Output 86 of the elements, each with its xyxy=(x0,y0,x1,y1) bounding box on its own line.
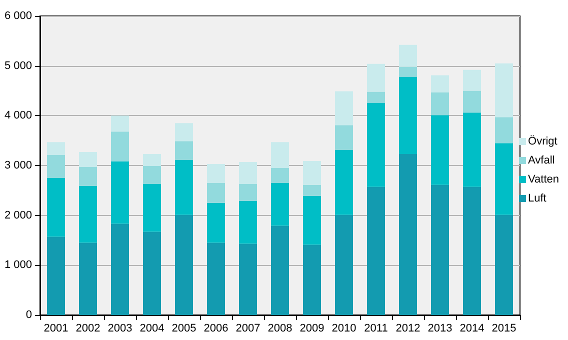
bar xyxy=(303,161,321,185)
bar xyxy=(175,214,193,315)
bar xyxy=(207,202,225,243)
bar xyxy=(367,64,385,92)
bar xyxy=(239,162,257,184)
bar xyxy=(271,168,289,183)
bar xyxy=(463,112,481,187)
bar xyxy=(367,102,385,187)
legend-label: Vatten xyxy=(528,174,560,186)
bar xyxy=(431,75,449,92)
bar xyxy=(271,226,289,315)
x-tick-label: 2008 xyxy=(268,322,292,334)
y-tick-label: 2 000 xyxy=(4,209,32,222)
y-tick-label: 0 xyxy=(26,309,32,321)
bar xyxy=(399,154,417,315)
bar xyxy=(495,63,513,118)
bar xyxy=(143,184,161,232)
bar xyxy=(111,132,129,162)
x-tick-label: 2005 xyxy=(172,322,196,334)
bar xyxy=(175,160,193,215)
x-tick-label: 2004 xyxy=(140,322,164,334)
x-tick-label: 2012 xyxy=(396,322,420,334)
bar xyxy=(79,166,97,186)
bar xyxy=(463,186,481,315)
bar xyxy=(495,143,513,215)
bar xyxy=(271,182,289,226)
bar xyxy=(463,70,481,91)
bar xyxy=(47,142,65,156)
x-tick-label: 2003 xyxy=(108,322,132,334)
bar xyxy=(47,236,65,315)
bar xyxy=(239,244,257,315)
bar xyxy=(175,123,193,142)
bar xyxy=(399,76,417,154)
bar xyxy=(111,116,129,132)
bar xyxy=(303,196,321,245)
bar xyxy=(175,141,193,160)
x-tick-label: 2010 xyxy=(332,322,356,334)
y-tick-label: 5 000 xyxy=(4,60,32,72)
legend-label: Övrigt xyxy=(528,134,558,148)
bar xyxy=(143,232,161,315)
bar xyxy=(335,91,353,126)
x-tick-label: 2011 xyxy=(364,322,388,334)
legend-label: Avfall xyxy=(528,154,555,166)
x-tick-label: 2006 xyxy=(204,322,228,334)
x-tick-label: 2002 xyxy=(76,322,100,334)
bar xyxy=(79,242,97,315)
x-tick-label: 2009 xyxy=(300,322,324,334)
bar xyxy=(367,186,385,315)
x-tick-label: 2013 xyxy=(428,322,452,334)
bar xyxy=(335,125,353,150)
x-tick-label: 2001 xyxy=(44,322,68,334)
bar xyxy=(303,184,321,196)
bar xyxy=(271,142,289,168)
bar xyxy=(207,242,225,315)
bar xyxy=(431,184,449,315)
y-tick-label: 6 000 xyxy=(4,10,32,22)
bar xyxy=(399,66,417,77)
bar xyxy=(431,92,449,116)
bar xyxy=(239,184,257,201)
bar xyxy=(79,152,97,167)
bar xyxy=(495,117,513,144)
bar xyxy=(463,90,481,113)
y-tick-label: 1 000 xyxy=(4,259,32,272)
bar xyxy=(207,164,225,183)
bar xyxy=(303,244,321,315)
bar xyxy=(143,154,161,166)
bar xyxy=(79,186,97,243)
bar xyxy=(335,150,353,215)
y-tick-label: 3 000 xyxy=(4,160,32,172)
bar xyxy=(111,224,129,315)
x-tick-label: 2014 xyxy=(460,322,484,334)
legend-label: Luft xyxy=(528,192,546,204)
bar xyxy=(207,182,225,203)
bar xyxy=(399,44,417,67)
bar xyxy=(111,162,129,224)
bar xyxy=(143,166,161,184)
bar xyxy=(47,155,65,178)
bar xyxy=(431,115,449,185)
bar xyxy=(335,214,353,315)
x-tick-label: 2007 xyxy=(236,322,260,334)
bar xyxy=(495,214,513,315)
bar xyxy=(47,178,65,237)
y-tick-label: 4 000 xyxy=(4,110,32,122)
bar xyxy=(239,200,257,244)
x-tick-label: 2015 xyxy=(492,322,516,334)
bar xyxy=(367,92,385,103)
